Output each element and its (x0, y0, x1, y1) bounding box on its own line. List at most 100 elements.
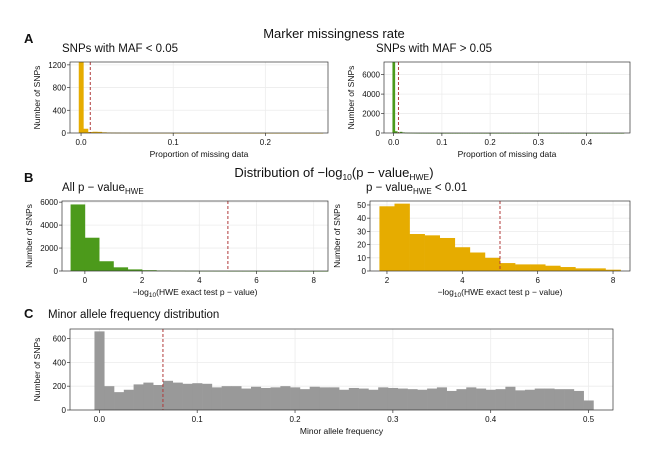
bar (251, 386, 262, 410)
bar (260, 387, 271, 410)
y-tick-label: 1200 (48, 61, 66, 70)
bar (104, 386, 115, 410)
bar (534, 388, 545, 410)
bar (505, 386, 516, 410)
plot-border (383, 61, 631, 134)
y-tick-label: 200 (53, 382, 67, 391)
y-tick-label: 10 (357, 254, 366, 263)
y-tick-label: 0 (54, 267, 59, 276)
x-tick-label: 4 (460, 276, 465, 285)
bar (409, 234, 425, 271)
bar (299, 389, 311, 410)
bar (392, 62, 396, 133)
chart-maf-distribution: 0 200 400 600 0.0 0.1 0.2 0.3 0.4 0.5 Minor allele… (32, 328, 614, 436)
bar (379, 206, 395, 271)
x-axis-label: Minor allele frequency (300, 426, 384, 436)
x-tick-label: 8 (611, 276, 616, 285)
bar (560, 267, 576, 271)
bar (485, 389, 496, 410)
bar (476, 388, 487, 410)
y-tick-label: 6000 (40, 198, 58, 207)
x-tick-label: 0.1 (436, 138, 448, 147)
bar (84, 237, 100, 271)
bar (575, 268, 591, 271)
y-tick-label: 2000 (40, 244, 58, 253)
x-axis-label: Proportion of missing data (150, 149, 249, 159)
plot-area (70, 62, 328, 133)
bar (500, 263, 516, 271)
bar (182, 383, 193, 410)
chart-missing-maf-high: 0 2000 4000 6000 0.0 0.1 0.2 0.3 0.4 Proportion o… (346, 43, 631, 159)
panel-c-title: Minor allele frequency distribution (48, 309, 219, 321)
bar (127, 269, 143, 271)
x-axis-label: Proportion of missing data (458, 149, 557, 159)
plot-border (69, 61, 329, 134)
chart-hwe-all: 0 2000 4000 6000 0 2 4 6 8 −log10(HWE exact test … (24, 182, 329, 299)
bar (78, 62, 84, 133)
subplot-title-main: All p − value (62, 182, 125, 194)
x-tick-label: 0.5 (583, 415, 595, 424)
y-axis-label: Number of SNPs (332, 204, 342, 268)
bar (554, 389, 565, 410)
plot-border (61, 200, 329, 272)
bar (339, 389, 350, 410)
bar (394, 203, 410, 271)
bar (270, 387, 281, 410)
x-tick-label: 0.0 (94, 415, 106, 424)
y-axis-label: Number of SNPs (346, 66, 356, 130)
bar (358, 388, 369, 410)
bar (564, 389, 575, 410)
plot-area (384, 62, 630, 133)
x-axis-label: −log10(HWE exact test p − value) (133, 287, 258, 299)
bar (454, 247, 471, 271)
y-tick-label: 800 (53, 84, 67, 93)
x-axis-label-pre: −log (133, 287, 150, 297)
y-tick-label: 0 (362, 267, 367, 276)
bar (70, 204, 86, 271)
subplot-title-main: SNPs with MAF > 0.05 (376, 43, 492, 55)
bar (329, 387, 340, 410)
subplot-title-sub: HWE (125, 187, 144, 196)
bar (397, 388, 408, 410)
bar (524, 389, 536, 410)
x-tick-label: 0.0 (388, 138, 400, 147)
bar (394, 131, 398, 133)
bar (83, 128, 89, 133)
x-axis-label: −log10(HWE exact test p − value) (438, 287, 563, 299)
bar (368, 389, 379, 410)
bar (94, 331, 105, 410)
x-tick-label: 6 (254, 276, 259, 285)
y-axis-label: Number of SNPs (32, 66, 42, 130)
y-tick-label: 2000 (362, 110, 380, 119)
plot-border (69, 328, 614, 411)
x-tick-label: 0.0 (75, 138, 87, 147)
y-tick-label: 4000 (362, 90, 380, 99)
y-tick-label: 40 (357, 214, 366, 223)
subplot-title: SNPs with MAF < 0.05 (62, 43, 178, 55)
bar (241, 388, 252, 410)
bar (123, 389, 134, 410)
subplot-title-post: < 0.01 (432, 182, 468, 194)
x-axis-label-post: (HWE exact test p − value) (461, 287, 562, 297)
bar (605, 269, 621, 271)
x-axis-label-pre: −log (438, 287, 455, 297)
y-tick-label: 400 (53, 106, 67, 115)
bar (583, 400, 594, 410)
x-axis-label-post: (HWE exact test p − value) (156, 287, 257, 297)
x-tick-label: 0.3 (533, 138, 545, 147)
x-axis-label-sub: 10 (454, 292, 462, 299)
bar (348, 387, 359, 410)
bar (424, 235, 441, 271)
x-tick-label: 6 (535, 276, 540, 285)
bar (495, 389, 506, 410)
panel-b-title-sub2: HWE (409, 172, 429, 182)
x-tick-label: 0.1 (168, 138, 180, 147)
bar (114, 392, 125, 410)
bar (290, 387, 301, 410)
bar (319, 387, 330, 410)
subplot-title: All p − valueHWE (62, 182, 144, 196)
panel-a-title: Marker missingness rate (263, 26, 405, 41)
bar (484, 257, 501, 271)
